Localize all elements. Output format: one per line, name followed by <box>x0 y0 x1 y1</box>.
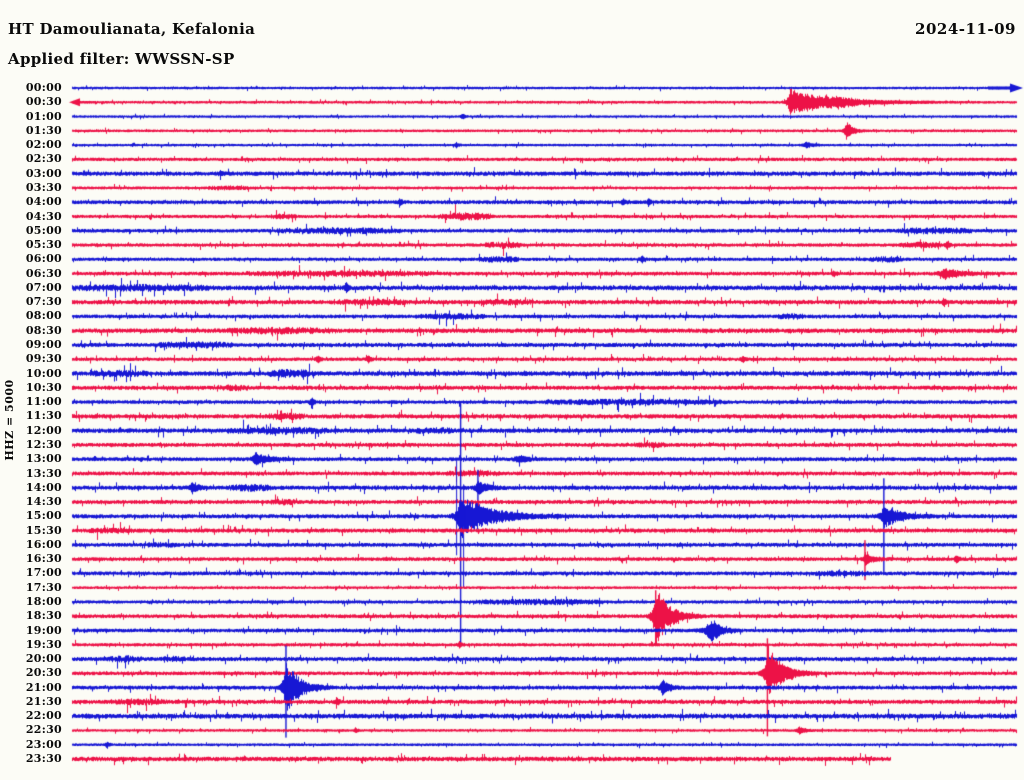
time-label: 17:00 <box>25 566 62 580</box>
time-label: 05:30 <box>25 238 62 251</box>
time-label: 19:00 <box>25 623 62 637</box>
time-label: 20:00 <box>25 652 62 666</box>
time-label: 13:00 <box>25 452 62 466</box>
time-label: 21:30 <box>25 694 62 708</box>
time-label: 18:30 <box>25 609 62 623</box>
time-label: 16:30 <box>25 552 62 566</box>
time-label: 23:30 <box>25 752 62 765</box>
time-label: 03:30 <box>25 180 62 194</box>
time-label: 17:30 <box>25 580 62 594</box>
time-label: 00:00 <box>25 81 62 94</box>
time-label: 09:00 <box>25 338 62 351</box>
time-label: 22:30 <box>25 723 62 737</box>
time-label: 01:30 <box>25 123 62 137</box>
time-label: 23:00 <box>25 737 62 751</box>
time-label: 08:00 <box>25 309 62 323</box>
time-label: 12:00 <box>25 423 62 437</box>
time-label: 22:00 <box>25 709 62 723</box>
time-label: 00:30 <box>25 95 62 109</box>
time-label: 07:00 <box>25 280 62 294</box>
time-label: 14:30 <box>25 495 62 508</box>
time-label: 19:30 <box>25 637 62 651</box>
time-label: 06:30 <box>25 266 62 280</box>
time-label: 09:30 <box>25 352 62 366</box>
time-label: 20:30 <box>25 666 62 680</box>
time-label: 10:00 <box>25 366 62 380</box>
time-label: 15:30 <box>25 523 62 537</box>
time-label: 06:00 <box>25 252 62 266</box>
time-label: 11:00 <box>25 395 62 409</box>
time-label: 13:30 <box>25 466 62 480</box>
time-label: 03:00 <box>25 166 62 180</box>
time-label: 15:00 <box>25 509 62 523</box>
time-label: 07:30 <box>25 295 62 309</box>
time-label: 02:00 <box>25 138 62 152</box>
time-label: 21:00 <box>25 680 62 694</box>
time-label: 04:30 <box>25 209 62 223</box>
time-label: 08:30 <box>25 323 62 337</box>
time-label: 01:00 <box>25 109 62 123</box>
time-label: 11:30 <box>25 409 62 423</box>
time-label: 02:30 <box>25 152 62 166</box>
time-label: 14:00 <box>25 480 62 494</box>
time-label: 04:00 <box>25 195 62 209</box>
time-label: 10:30 <box>25 380 62 394</box>
time-label: 05:00 <box>25 223 62 237</box>
time-label: 18:00 <box>25 595 62 608</box>
time-label: 16:00 <box>25 537 62 551</box>
time-label: 12:30 <box>25 437 62 451</box>
